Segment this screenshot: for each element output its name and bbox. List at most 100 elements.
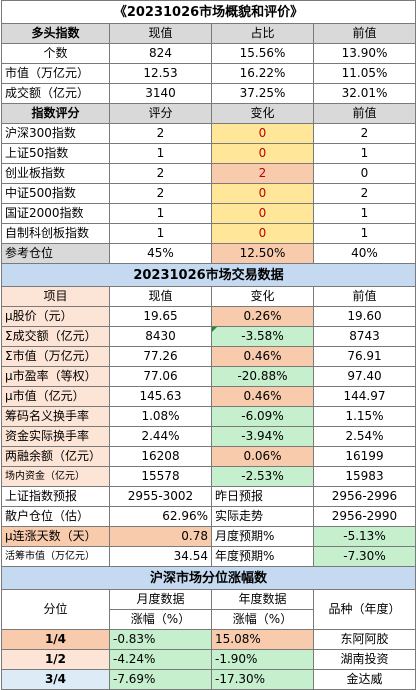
dist-header-cell: 分位: [1, 589, 110, 630]
dist-section-row: 沪深市场分位涨幅数: [1, 566, 416, 590]
score-header-cell: 指数评分: [1, 103, 110, 124]
item-label: 两融余额（亿元）: [1, 446, 110, 467]
current-value: 19.65: [109, 306, 212, 327]
table-row: 沪深300指数 2 0 2: [1, 123, 416, 144]
current-value: 3140: [109, 83, 212, 104]
item-label: μ股价（元）: [1, 306, 110, 327]
bull-header-row: 多头指数 现值 占比 前值: [1, 23, 416, 44]
score-value: 1: [109, 143, 212, 164]
score-header-cell: 前值: [313, 103, 416, 124]
monthly-value: -0.83%: [109, 629, 212, 650]
change-value: 2: [211, 163, 314, 184]
table-row: Σ成交额（亿元） 8430 -3.58% 8743: [1, 326, 416, 347]
trade-header-cell: 前值: [313, 286, 416, 307]
change-value: -6.09%: [211, 406, 314, 427]
score-value: 2: [109, 123, 212, 144]
forecast-row: μ连涨天数（天） 0.78 月度预期% -5.13%: [1, 526, 416, 547]
bull-header-cell: 前值: [313, 23, 416, 44]
change-value: -3.58%: [211, 326, 314, 347]
row-label: 成交额（亿元）: [1, 83, 110, 104]
prev-value: 13.90%: [313, 43, 416, 64]
item-label: Σ市值（万亿元）: [1, 346, 110, 367]
bull-header-cell: 多头指数: [1, 23, 110, 44]
prev-value: 2: [313, 123, 416, 144]
quantile-label: 3/4: [1, 669, 110, 690]
quantile-label: 1/2: [1, 649, 110, 670]
prev-value: 2.54%: [313, 426, 416, 447]
dist-header-row: 分位 月度数据 年度数据 品种（年度）: [1, 589, 416, 630]
current-value: 824: [109, 43, 212, 64]
trade-header-cell: 项目: [1, 286, 110, 307]
dist-header-cell: 年度数据: [211, 589, 314, 610]
table-row: 成交额（亿元） 3140 37.25% 32.01%: [1, 83, 416, 104]
forecast-label-2: 昨日预报: [211, 486, 314, 507]
prev-value: 76.91: [313, 346, 416, 367]
change-value: 0: [211, 223, 314, 244]
forecast-row: 上证指数预报 2955-3002 昨日预报 2956-2996: [1, 486, 416, 507]
yearly-expect-label: 年度预期%: [211, 546, 314, 567]
table-row: 资金实际换手率 2.44% -3.94% 2.54%: [1, 426, 416, 447]
table-row: Σ市值（万亿元） 77.26 0.46% 76.91: [1, 346, 416, 367]
ratio-value: 16.22%: [211, 63, 314, 84]
table-row: 市值（万亿元） 12.53 16.22% 11.05%: [1, 63, 416, 84]
change-value: 0: [211, 123, 314, 144]
table-row: 1/4 -0.83% 15.08% 东阿阿胶: [1, 629, 416, 650]
streak-days-value: 0.78: [109, 526, 212, 547]
retail-position-value: 62.96%: [109, 506, 212, 527]
table-row: 3/4 -7.69% -17.30% 金达威: [1, 669, 416, 690]
trade-section-row: 20231026市场交易数据: [1, 263, 416, 287]
current-value: 8430: [109, 326, 212, 347]
item-label: μ市值（亿元）: [1, 386, 110, 407]
table-row: 创业板指数 2 2 0: [1, 163, 416, 184]
current-value: 15578: [109, 466, 212, 487]
index-name: 沪深300指数: [1, 123, 110, 144]
prev-value: 0: [313, 163, 416, 184]
title-row: 《20231026市场概貌和评价》: [1, 0, 416, 24]
table-row: 筹码名义换手率 1.08% -6.09% 1.15%: [1, 406, 416, 427]
current-value: 12.53: [109, 63, 212, 84]
current-value: 1.08%: [109, 406, 212, 427]
score-value: 2: [109, 163, 212, 184]
position-prev: 40%: [313, 243, 416, 264]
change-value: 0.06%: [211, 446, 314, 467]
dist-subheader-cell: 涨幅（%）: [109, 609, 212, 630]
item-label: 场内资金（亿元）: [1, 466, 110, 487]
item-label: Σ成交额（亿元）: [1, 326, 110, 347]
trade-header-row: 项目 现值 变化 前值: [1, 286, 416, 307]
active-cap-label: 活筹市值（万亿元）: [1, 546, 110, 567]
prev-value: 8743: [313, 326, 416, 347]
prev-value: 1.15%: [313, 406, 416, 427]
score-value: 1: [109, 203, 212, 224]
index-name: 创业板指数: [1, 163, 110, 184]
row-label: 个数: [1, 43, 110, 64]
change-value: 0.46%: [211, 386, 314, 407]
forecast-row: 活筹市值（万亿元） 34.54 年度预期% -7.30%: [1, 546, 416, 567]
ratio-value: 15.56%: [211, 43, 314, 64]
stock-name: 湖南投资: [313, 649, 416, 670]
forecast-row: 散户仓位（估） 62.96% 实际走势 2956-2990: [1, 506, 416, 527]
actual-trend-label: 实际走势: [211, 506, 314, 527]
change-value: 0.46%: [211, 346, 314, 367]
yearly-expect-value: -7.30%: [313, 546, 416, 567]
change-value: -2.53%: [211, 466, 314, 487]
position-label: 参考仓位: [1, 243, 110, 264]
monthly-value: -4.24%: [109, 649, 212, 670]
prev-value: 16199: [313, 446, 416, 467]
trade-section-title: 20231026市场交易数据: [1, 263, 416, 287]
current-value: 77.06: [109, 366, 212, 387]
change-value: 0: [211, 143, 314, 164]
score-value: 2: [109, 183, 212, 204]
trade-header-cell: 现值: [109, 286, 212, 307]
yearly-value: -1.90%: [211, 649, 314, 670]
prev-value: 32.01%: [313, 83, 416, 104]
change-value: 0: [211, 183, 314, 204]
current-value: 2.44%: [109, 426, 212, 447]
monthly-value: -7.69%: [109, 669, 212, 690]
current-value: 77.26: [109, 346, 212, 367]
prev-value: 1: [313, 223, 416, 244]
change-value: -20.88%: [211, 366, 314, 387]
position-value: 45%: [109, 243, 212, 264]
table-row: μ股价（元） 19.65 0.26% 19.60: [1, 306, 416, 327]
index-name: 自制科创板指数: [1, 223, 110, 244]
